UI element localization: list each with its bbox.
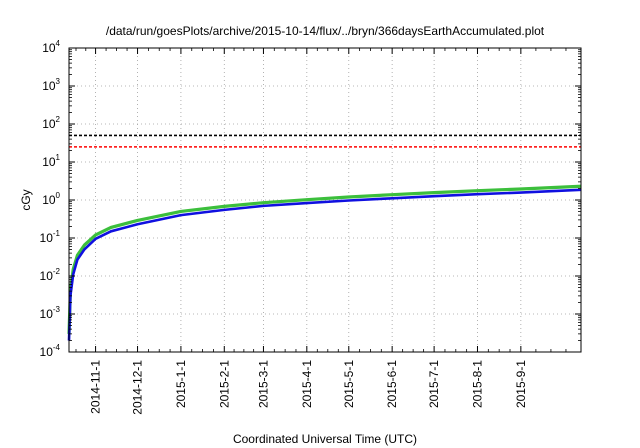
x-tick-label: 2015-1-1 [174,360,188,408]
x-tick-label: 2015-6-1 [385,360,399,408]
x-tick-label: 2014-11-1 [89,360,103,414]
x-tick-label: 2015-5-1 [342,360,356,408]
y-tick-label: 10-1 [40,229,61,245]
y-tick-base: 10 [40,231,54,245]
x-axis-label: Coordinated Universal Time (UTC) [233,432,417,446]
y-tick-base: 10 [40,269,54,283]
x-tick-label: 2014-12-1 [131,360,145,415]
x-tick-label: 2015-7-1 [427,360,441,408]
series-line-green [67,184,582,334]
y-tick-label: 103 [42,77,60,93]
x-tick-label: 2015-4-1 [300,360,314,408]
y-tick-label: 104 [42,39,60,55]
y-axis-label: cGy [19,189,33,210]
y-tick-label: 101 [42,153,60,169]
threshold-lines [69,134,581,148]
y-tick-exponent: -2 [53,267,61,276]
data-series [67,184,582,341]
x-tick-label: 2015-9-1 [514,360,528,408]
y-tick-exponent: 1 [56,153,61,162]
y-tick-base: 10 [40,345,54,359]
y-tick-label: 10-2 [40,267,61,283]
y-tick-base: 10 [42,193,56,207]
series-line-blue [67,188,582,341]
y-tick-base: 10 [42,79,56,93]
y-tick-exponent: 0 [56,191,61,200]
y-tick-exponent: 4 [56,39,61,48]
y-tick-base: 10 [42,41,56,55]
chart-title: /data/run/goesPlots/archive/2015-10-14/f… [106,24,545,38]
x-tick-label: 2015-8-1 [470,360,484,408]
y-tick-exponent: 3 [56,77,61,86]
x-axis: 2014-11-1 2014-12-1 2015-1-1 2015-2-1 2015-3… [75,48,567,415]
y-tick-exponent: 2 [56,115,61,124]
y-tick-label: 102 [42,115,60,131]
y-tick-exponent: -4 [53,343,61,352]
y-tick-label: 10-4 [40,343,61,359]
y-tick-label: 10-3 [40,305,61,321]
y-tick-base: 10 [42,155,56,169]
y-tick-base: 10 [42,117,56,131]
y-tick-exponent: -1 [53,229,61,238]
x-tick-label: 2015-3-1 [256,360,270,408]
y-tick-exponent: -3 [53,305,61,314]
y-tick-base: 10 [40,307,54,321]
x-tick-label: 2015-2-1 [217,360,231,408]
y-tick-label: 100 [42,191,60,207]
